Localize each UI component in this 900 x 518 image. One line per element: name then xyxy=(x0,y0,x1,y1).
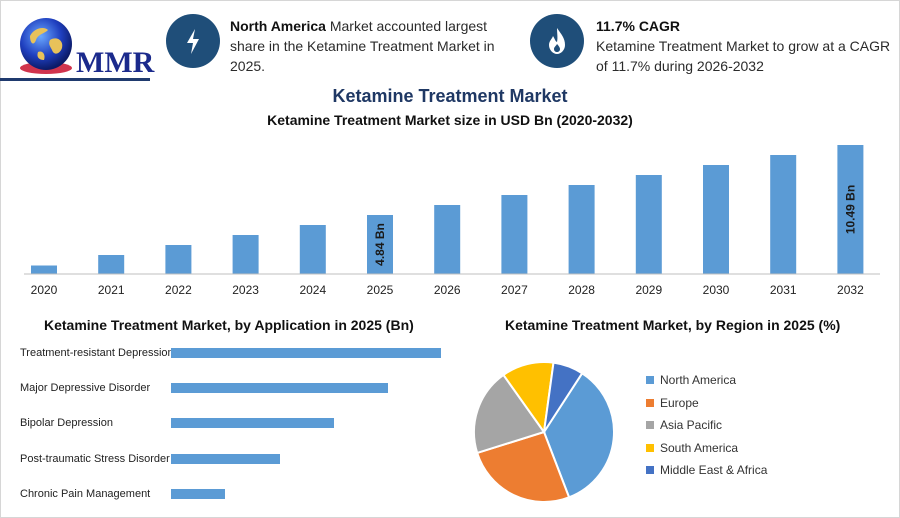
x-tick-2028: 2028 xyxy=(568,283,595,297)
x-tick-2030: 2030 xyxy=(703,283,730,297)
info-text-1: North America Market accounted largest s… xyxy=(230,16,505,76)
pie-slice-middle-east-africa xyxy=(543,361,584,433)
legend-label: Europe xyxy=(660,395,699,410)
bar-2023 xyxy=(232,235,259,274)
x-tick-2023: 2023 xyxy=(232,283,259,297)
legend-label: Middle East & Africa xyxy=(660,463,768,478)
info-text-2: 11.7% CAGR Ketamine Treatment Market to … xyxy=(596,16,891,76)
pie-slice-europe xyxy=(475,430,571,503)
data-label-2025: 4.84 Bn xyxy=(373,223,387,266)
bar-2021 xyxy=(98,255,125,274)
info-bold-1: North America xyxy=(230,18,326,34)
x-tick-2026: 2026 xyxy=(434,283,461,297)
info-circle-2 xyxy=(530,14,584,68)
bar-2031 xyxy=(770,155,797,274)
bar-2029 xyxy=(635,175,662,274)
x-tick-2022: 2022 xyxy=(165,283,192,297)
application-label: Post-traumatic Stress Disorder xyxy=(20,452,170,465)
flame-icon xyxy=(549,28,565,54)
pie-slice-asia-pacific xyxy=(473,373,546,455)
info-body-2: Ketamine Treatment Market to grow at a C… xyxy=(596,38,891,74)
info-bold-2: 11.7% CAGR xyxy=(596,18,681,34)
bar-2020 xyxy=(31,265,57,274)
x-tick-2021: 2021 xyxy=(98,283,125,297)
x-tick-2029: 2029 xyxy=(635,283,662,297)
application-bar xyxy=(171,453,280,464)
application-bar xyxy=(171,383,388,394)
bar-2030 xyxy=(703,165,729,274)
application-label: Treatment-resistant Depression xyxy=(20,347,174,359)
region-chart-title: Ketamine Treatment Market, by Region in … xyxy=(505,317,841,333)
bar-2026 xyxy=(434,205,461,274)
x-tick-2020: 2020 xyxy=(31,283,58,297)
main-title: Ketamine Treatment Market xyxy=(332,86,568,106)
legend-swatch xyxy=(646,466,654,475)
x-tick-2032: 2032 xyxy=(837,283,864,297)
legend-swatch xyxy=(646,421,654,430)
pie-slice-north-america xyxy=(542,371,615,499)
application-bar xyxy=(171,418,334,429)
application-label: Chronic Pain Management xyxy=(20,487,151,500)
region-pie-chart xyxy=(473,361,615,503)
lightning-icon xyxy=(187,29,199,54)
application-bar xyxy=(171,488,225,499)
bar-2025 xyxy=(367,215,393,274)
bar-2028 xyxy=(568,185,595,274)
data-label-2032: 10.49 Bn xyxy=(843,185,857,234)
globe-icon xyxy=(20,18,72,74)
header-rule xyxy=(0,78,150,81)
bar-2024 xyxy=(299,225,326,274)
x-tick-2025: 2025 xyxy=(367,283,394,297)
logo: MMR xyxy=(14,12,154,80)
bar-chart-title: Ketamine Treatment Market size in USD Bn… xyxy=(267,112,633,128)
legend-label: Asia Pacific xyxy=(660,418,723,433)
application-chart-title: Ketamine Treatment Market, by Applicatio… xyxy=(44,317,414,333)
x-tick-2031: 2031 xyxy=(770,283,797,297)
info-circle-1 xyxy=(166,14,220,68)
application-bar xyxy=(171,348,441,358)
legend-label: North America xyxy=(660,373,737,387)
legend-swatch xyxy=(646,376,654,384)
x-tick-2024: 2024 xyxy=(299,283,326,297)
bar-2027 xyxy=(501,195,528,274)
x-tick-2027: 2027 xyxy=(501,283,528,297)
bar-chart: 2020 2021 2022 2023 2024 2025 4.84 Bn 2026 2027 2… xyxy=(24,145,880,297)
bar-2022 xyxy=(165,245,192,274)
bar-2032 xyxy=(837,145,864,274)
legend-swatch xyxy=(646,398,654,407)
logo-text: MMR xyxy=(76,46,155,79)
info-body-1: Market accounted largest share in the Ke… xyxy=(230,18,495,74)
legend-swatch xyxy=(646,443,654,452)
legend-label: South America xyxy=(660,440,739,455)
application-label: Bipolar Depression xyxy=(20,417,113,430)
application-label: Major Depressive Disorder xyxy=(20,382,151,395)
